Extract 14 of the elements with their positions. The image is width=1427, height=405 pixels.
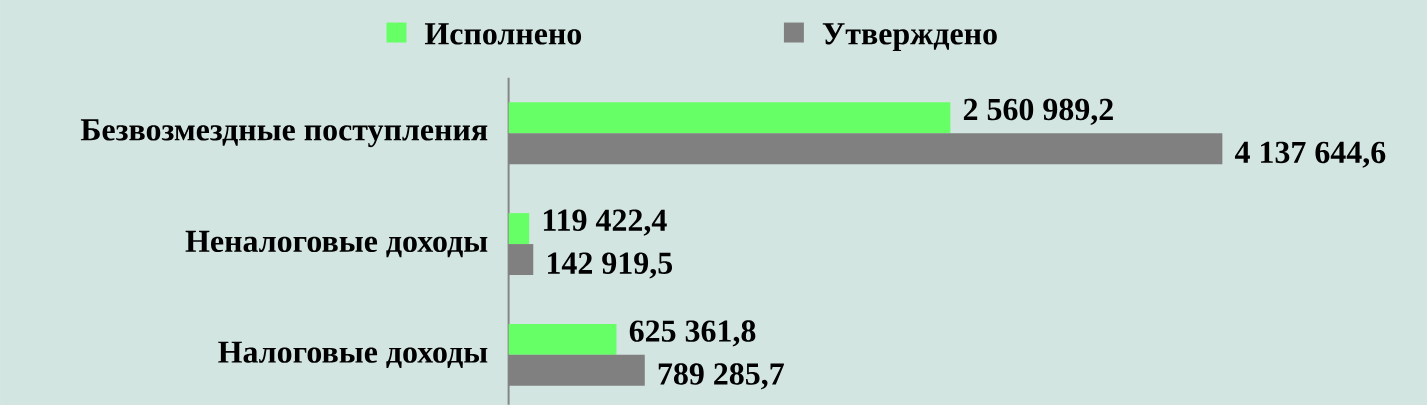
data-label: 2 560 989,2 [963, 98, 1113, 125]
bar [508, 212, 530, 244]
bar [508, 102, 951, 134]
data-label: 119 422,4 [543, 209, 667, 236]
y-tick-label: Налоговые доходы [218, 341, 488, 368]
data-label: 789 285,7 [658, 363, 784, 390]
y-tick-label: Неналоговые доходы [185, 230, 488, 258]
bar [508, 323, 617, 355]
legend-label: Утверждено [822, 23, 997, 51]
data-label: 4 137 644,6 [1234, 141, 1386, 168]
data-label: 142 919,5 [548, 252, 673, 279]
y-tick-label: Безвозмездные поступления [80, 119, 488, 148]
data-label: 625 361,8 [629, 320, 756, 347]
legend-label: Исполнено [424, 23, 582, 45]
